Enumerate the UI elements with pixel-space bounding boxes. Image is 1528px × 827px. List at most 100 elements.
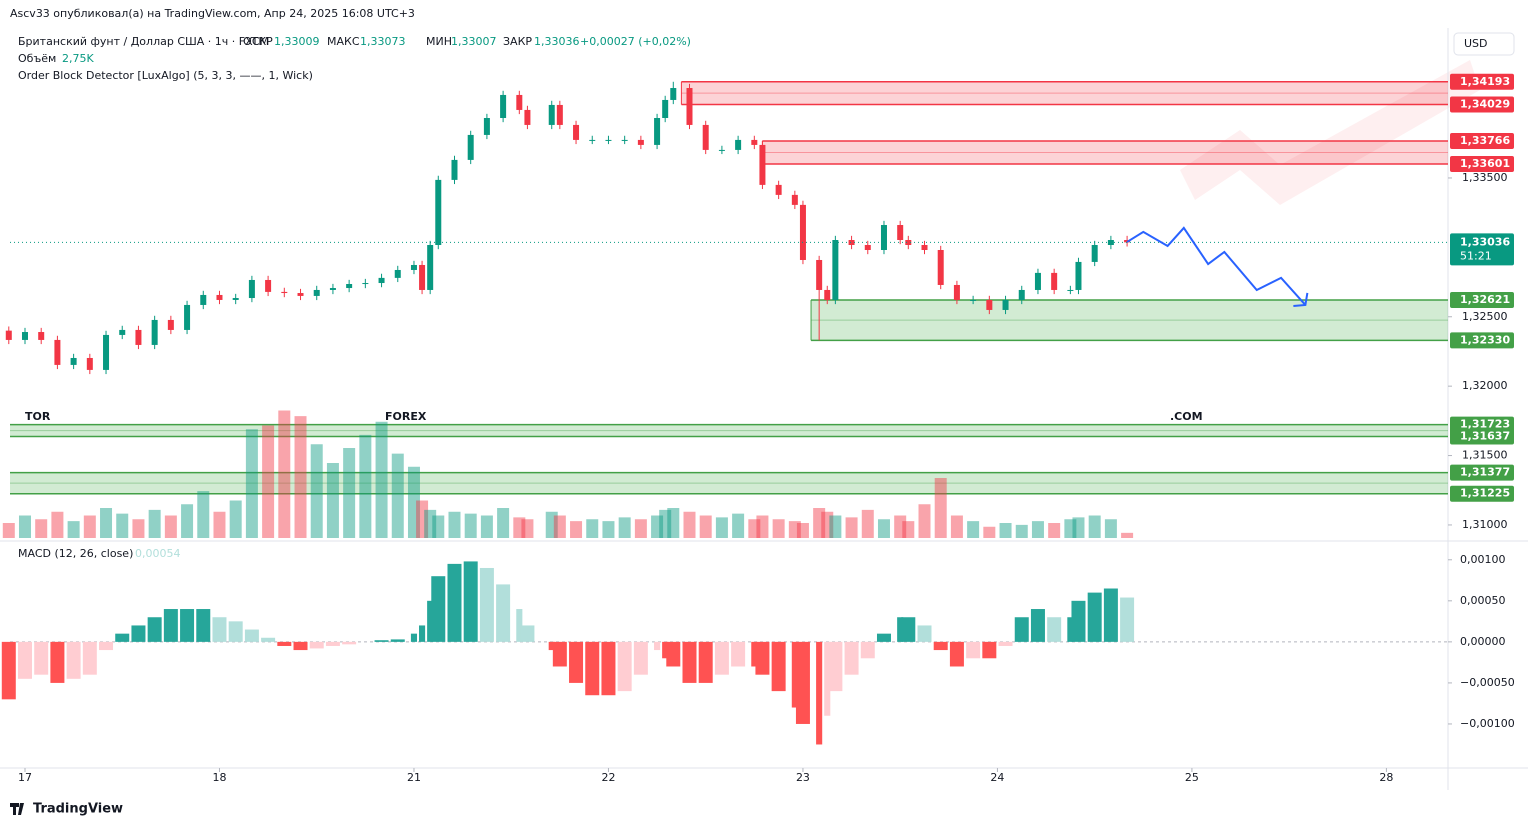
macd-bar: [949, 641, 964, 667]
macd-bar: [479, 567, 494, 642]
candle-body: [848, 240, 855, 245]
volume-bar: [983, 526, 996, 538]
macd-bar: [666, 641, 681, 667]
candle-body: [824, 289, 831, 300]
candle-body: [394, 269, 401, 278]
volume-bar: [553, 515, 566, 538]
macd-bar: [828, 641, 843, 692]
watermark-check: [1180, 60, 1480, 205]
candle-body: [119, 329, 126, 335]
candle-body: [735, 139, 742, 150]
candle-body: [184, 304, 191, 330]
macd-bar: [1, 641, 16, 700]
candle-body: [151, 319, 158, 345]
volume-bar: [829, 515, 842, 538]
currency-label: USD: [1464, 37, 1488, 50]
volume-bar: [845, 517, 858, 538]
volume-bar: [197, 491, 210, 538]
macd-bar: [1067, 617, 1074, 642]
change: +0,00027 (+0,02%): [580, 35, 691, 48]
macd-bar: [390, 639, 405, 642]
macd-bar: [196, 609, 211, 642]
candle-body: [702, 124, 709, 150]
volume-bar: [310, 444, 323, 538]
volume-label: Объём: [18, 52, 56, 65]
candle-body: [378, 277, 385, 284]
macd-bar: [816, 641, 823, 745]
macd-bar: [966, 641, 981, 659]
order-block: [681, 81, 1448, 105]
volume-bar: [416, 500, 429, 538]
watermark: TOR FOREX .COM: [25, 60, 1480, 423]
volume-bar: [634, 519, 647, 538]
macd-bar: [410, 633, 418, 642]
price-label: 1,31377: [1460, 466, 1510, 479]
candle-body: [500, 94, 507, 118]
currency-button[interactable]: [1453, 32, 1515, 56]
macd-bar: [1014, 617, 1029, 642]
macd-bar: [147, 617, 162, 642]
candle-body: [1002, 299, 1009, 310]
candle-body: [435, 179, 442, 245]
price-label: 1,34193: [1460, 75, 1510, 88]
volume-bar: [732, 513, 745, 538]
macd-bar: [751, 641, 758, 667]
macd-bar: [228, 621, 243, 642]
volume-bar: [999, 523, 1012, 538]
price-label-box: [1450, 291, 1514, 308]
y-tick-label: 1,31500: [1462, 449, 1508, 462]
candle-body: [589, 139, 596, 141]
macd-bar: [824, 641, 831, 716]
macd-bar: [309, 641, 324, 649]
price-label-box: [1450, 133, 1514, 150]
indicator-label: Order Block Detector [LuxAlgo] (5, 3, 3,…: [18, 69, 313, 82]
volume-value: 2,75K: [62, 52, 94, 65]
candle-body: [1067, 289, 1074, 291]
macd-bar: [463, 561, 478, 642]
candle-body: [21, 332, 28, 340]
volume-bar: [18, 515, 31, 538]
macd-bar: [447, 563, 462, 642]
candle-body: [200, 294, 207, 305]
macd-bar: [17, 641, 32, 679]
candle-body: [718, 149, 725, 151]
candle-body: [637, 139, 644, 145]
candle-body: [329, 288, 336, 290]
order-block: [10, 472, 1448, 494]
volume-bar: [570, 521, 583, 538]
forecast-arrowhead: [1293, 292, 1309, 307]
volume-bar: [497, 508, 510, 538]
volume-bar: [213, 511, 226, 538]
candle-body: [70, 357, 77, 365]
macd-bar: [654, 641, 661, 651]
volume-bar: [132, 519, 145, 538]
volume-bar: [659, 509, 672, 538]
candle-body: [410, 264, 417, 270]
macd-bar: [548, 641, 555, 651]
volume-bar: [1104, 519, 1117, 538]
symbol: Британский фунт / Доллар США · 1ч · FXCM: [18, 35, 269, 48]
macd-bar: [520, 625, 535, 642]
candle-body: [1034, 272, 1041, 290]
macd-bar: [293, 641, 308, 651]
volume-bar: [651, 515, 664, 538]
volume-bar: [715, 517, 728, 538]
macd-bar: [791, 641, 798, 708]
macd-bar: [1103, 588, 1118, 642]
macd-bar: [516, 609, 523, 642]
x-tick-label: 22: [601, 771, 615, 784]
volume-bar: [894, 515, 907, 538]
volume-bar: [756, 515, 769, 538]
macd-bar: [897, 617, 904, 642]
macd-bar: [342, 641, 357, 645]
volume-bar: [164, 515, 177, 538]
macd-bar: [714, 641, 729, 675]
price-label-box: [1450, 428, 1514, 445]
candle-body: [483, 117, 490, 135]
macd-label: MACD (12, 26, close): [18, 547, 133, 560]
candle-body: [897, 225, 904, 241]
macd-bar: [755, 641, 770, 675]
macd-value: 0,00054: [135, 547, 181, 560]
x-tick-label: 18: [212, 771, 226, 784]
candle-body: [86, 357, 93, 370]
